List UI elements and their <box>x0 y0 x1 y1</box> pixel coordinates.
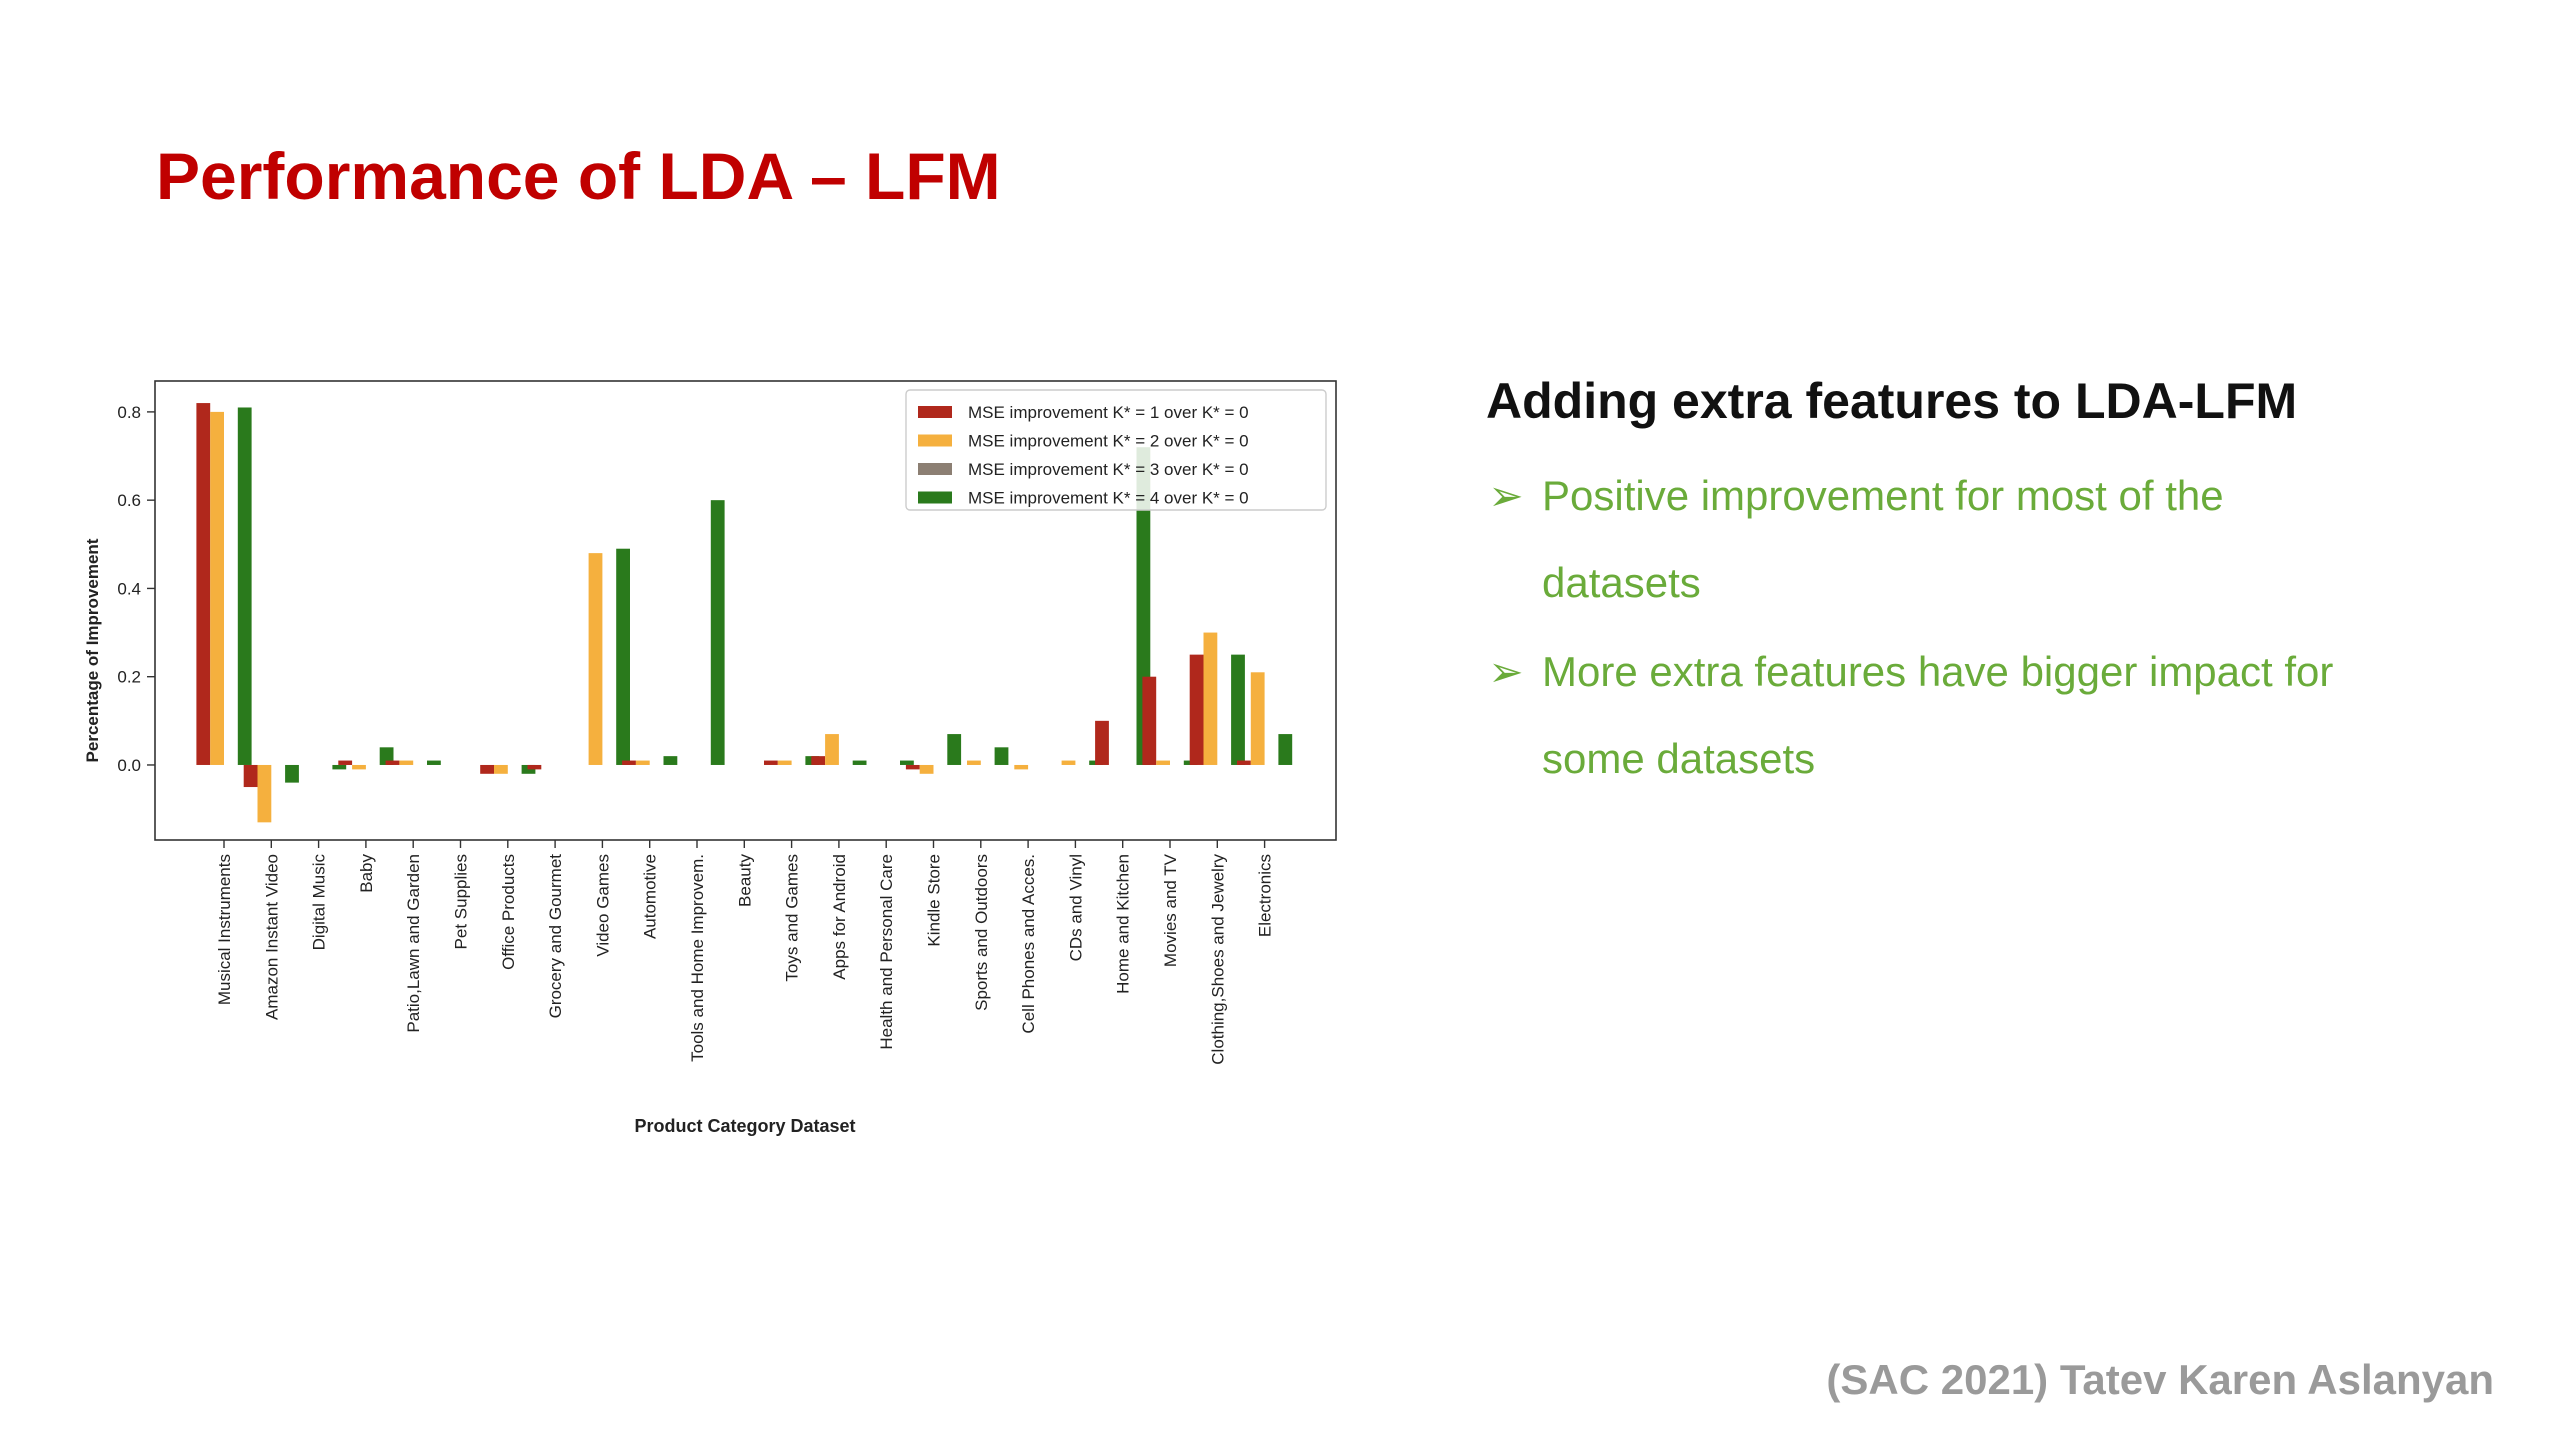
x-tick-label: Baby <box>357 854 376 893</box>
x-tick-label: Health and Personal Care <box>877 854 896 1050</box>
bar <box>338 760 353 765</box>
x-tick-label: Automotive <box>641 854 660 939</box>
bar <box>616 548 630 765</box>
bar <box>622 760 636 765</box>
legend-label: MSE improvement K* = 4 over K* = 0 <box>968 489 1249 508</box>
bar <box>196 403 211 765</box>
y-tick-label: 0.4 <box>117 579 141 598</box>
bar <box>1189 654 1204 765</box>
y-tick-label: 0.6 <box>117 491 141 510</box>
bar <box>764 760 778 765</box>
y-tick-label: 0.2 <box>117 668 141 687</box>
bar <box>494 764 508 774</box>
legend-swatch <box>918 463 952 475</box>
bar <box>905 764 920 770</box>
plot-frame <box>154 380 1337 841</box>
x-axis-label: Product Category Dataset <box>634 1116 855 1136</box>
bar <box>852 760 867 765</box>
bar <box>919 764 934 774</box>
bar <box>1231 654 1245 765</box>
bar <box>811 756 826 765</box>
x-tick-label: Beauty <box>735 854 754 907</box>
bar <box>285 764 299 783</box>
x-tick-label: Cell Phones and Acces. <box>1019 854 1038 1034</box>
legend-label: MSE improvement K* = 3 over K* = 0 <box>968 460 1249 479</box>
bar <box>237 407 252 765</box>
bar <box>777 760 792 765</box>
bar <box>210 411 224 765</box>
bar <box>1250 672 1265 765</box>
bar <box>427 760 441 765</box>
bar <box>663 756 678 765</box>
bullet-item: ➢ Positive improvement for most of the d… <box>1486 452 2386 626</box>
legend-box <box>905 389 1327 511</box>
legend-label: MSE improvement K* = 2 over K* = 0 <box>968 432 1249 451</box>
bar <box>588 553 603 765</box>
bullet-item: ➢ More extra features have bigger impact… <box>1486 628 2386 802</box>
x-tick-label: Clothing,Shoes and Jewelry <box>1208 854 1227 1065</box>
bar <box>352 764 366 770</box>
bar <box>1203 632 1218 765</box>
x-tick-label: Amazon Instant Video <box>262 854 281 1020</box>
bar <box>900 760 914 765</box>
x-tick-label: Home and Kitchen <box>1114 854 1133 994</box>
x-tick-label: Office Products <box>499 854 518 970</box>
bar <box>480 764 494 774</box>
legend-swatch <box>918 491 952 504</box>
x-tick-label: Movies and TV <box>1161 853 1180 967</box>
x-tick-label: Kindle Store <box>925 854 944 947</box>
bar <box>1278 734 1293 765</box>
bar <box>967 760 981 765</box>
x-tick-label: Sports and Outdoors <box>972 854 991 1011</box>
arrow-bullet-icon: ➢ <box>1488 472 1524 519</box>
footer-credit: (SAC 2021) Tatev Karen Aslanyan <box>1826 1356 2494 1403</box>
x-tick-label: Musical Instruments <box>215 854 234 1005</box>
legend-swatch <box>918 434 952 447</box>
x-tick-label: Apps for Android <box>830 854 849 980</box>
arrow-bullet-icon: ➢ <box>1488 648 1524 695</box>
bar <box>385 760 400 765</box>
x-tick-label: Pet Supplies <box>452 854 471 949</box>
x-tick-label: Electronics <box>1256 854 1275 937</box>
x-tick-label: Toys and Games <box>783 854 802 982</box>
bar <box>947 734 962 765</box>
legend-swatch <box>918 406 952 418</box>
bar <box>994 747 1009 765</box>
x-tick-label: CDs and Vinyl <box>1066 854 1085 961</box>
bar <box>257 764 272 823</box>
bar <box>1142 676 1157 765</box>
y-tick-label: 0.8 <box>117 403 141 422</box>
bullet-text: Positive improvement for most of the dat… <box>1542 472 2224 606</box>
x-tick-label: Tools and Home Improvem. <box>688 854 707 1062</box>
x-tick-label: Grocery and Gourmet <box>546 854 565 1019</box>
y-axis-label: Percentage of Improvement <box>83 538 102 762</box>
bar <box>1156 760 1170 765</box>
bar <box>399 760 414 765</box>
bar <box>1014 764 1029 770</box>
legend-label: MSE improvement K* = 1 over K* = 0 <box>968 403 1249 422</box>
slide-title: Performance of LDA – LFM <box>156 139 1001 213</box>
x-tick-label: Digital Music <box>310 854 329 951</box>
bar <box>825 734 839 765</box>
bar <box>527 764 542 770</box>
bar <box>710 500 725 765</box>
bar <box>1095 720 1109 765</box>
bullet-text: More extra features have bigger impact f… <box>1542 648 2334 782</box>
x-tick-label: Video Games <box>593 854 612 957</box>
bar <box>243 764 258 788</box>
bar <box>635 760 650 765</box>
bar <box>1061 760 1076 765</box>
x-tick-label: Patio,Lawn and Garden <box>404 854 423 1033</box>
bar <box>332 764 347 770</box>
side-panel-heading: Adding extra features to LDA-LFM <box>1486 373 2298 429</box>
y-tick-label: 0.0 <box>117 756 141 775</box>
bar <box>1237 760 1251 765</box>
